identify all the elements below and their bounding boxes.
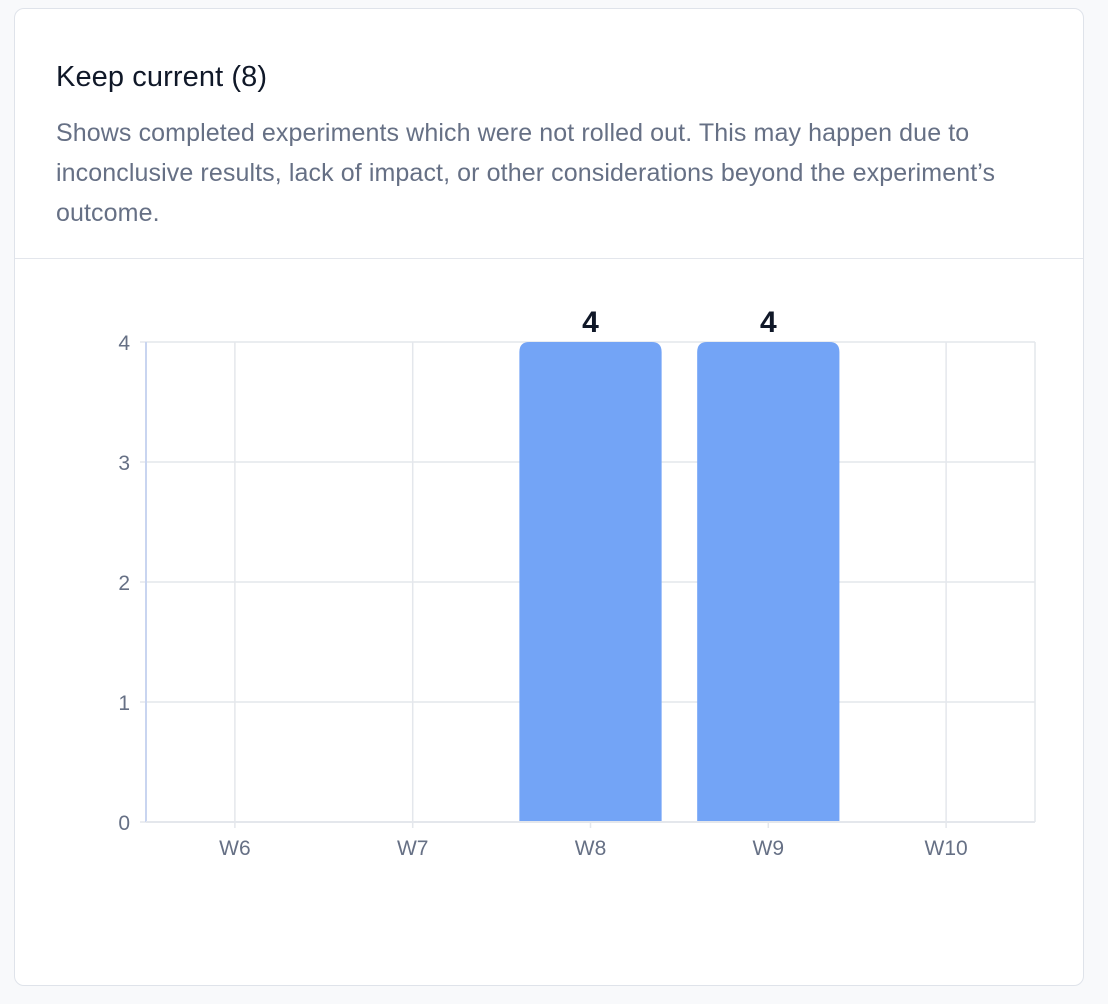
bar-w9 xyxy=(697,342,840,822)
y-tick-label: 0 xyxy=(118,812,130,835)
x-tick-label: W7 xyxy=(397,837,429,860)
y-tick-label: 4 xyxy=(118,332,130,355)
bar-chart: 0 1 2 3 4 W6 W7 W8 W9 W10 4 4 xyxy=(118,306,1036,860)
bar-w8 xyxy=(519,342,662,822)
y-tick-label: 2 xyxy=(118,572,130,595)
data-label: 4 xyxy=(760,306,777,339)
x-tick-label: W9 xyxy=(753,837,785,860)
y-tick-label: 3 xyxy=(118,452,130,475)
x-tick-label: W10 xyxy=(925,837,968,860)
chart-card: Keep current (8) Shows completed experim… xyxy=(14,8,1084,986)
data-label: 4 xyxy=(582,306,599,339)
y-tick-label: 1 xyxy=(118,692,130,715)
card-header: Keep current (8) Shows completed experim… xyxy=(15,9,1083,259)
x-tick-label: W6 xyxy=(219,837,251,860)
chart-area: 0 1 2 3 4 W6 W7 W8 W9 W10 4 4 xyxy=(15,259,1083,985)
x-tick-label: W8 xyxy=(575,837,607,860)
card-description: Shows completed experiments which were n… xyxy=(56,119,996,227)
card-title: Keep current (8) xyxy=(56,61,268,93)
